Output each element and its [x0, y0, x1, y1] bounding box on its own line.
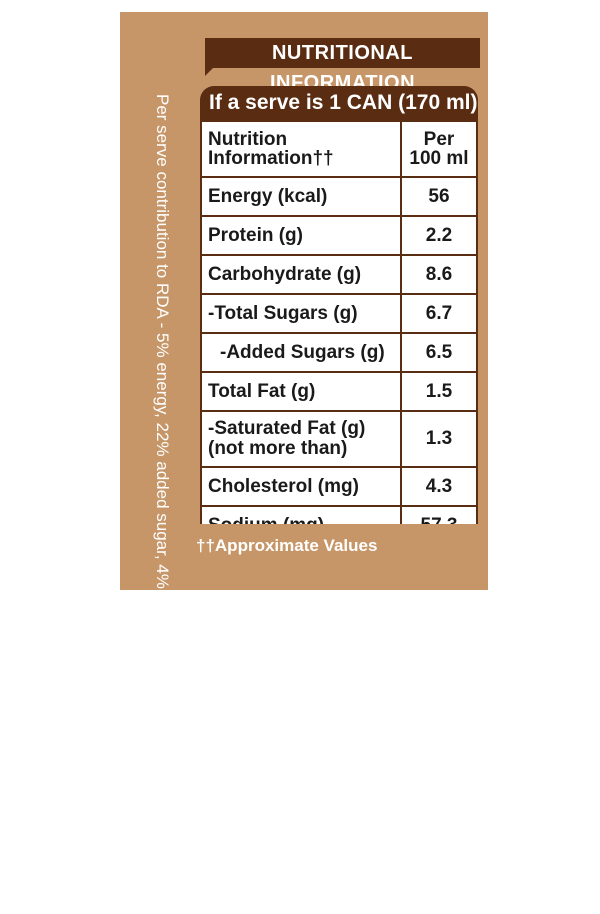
table-row: Carbohydrate (g) 8.6 — [200, 254, 478, 295]
row-label: Cholesterol (mg) — [200, 466, 402, 507]
row-label: -Total Sugars (g) — [200, 293, 402, 334]
row-value: 1.3 — [400, 410, 478, 468]
nutrition-table: Nutrition Information†† Per 100 ml Energ… — [200, 120, 478, 524]
row-label-line2: (not more than) — [208, 438, 348, 459]
row-label-line1: -Saturated Fat (g) — [208, 418, 366, 439]
nutrition-banner-title: NUTRITIONAL INFORMATION — [205, 38, 480, 94]
row-value: 56 — [400, 176, 478, 217]
banner-notch — [205, 68, 213, 76]
table-row: Energy (kcal) 56 — [200, 176, 478, 217]
table-row: -Added Sugars (g) 6.5 — [200, 332, 478, 373]
header-nutrient-line1: Nutrition — [208, 129, 288, 150]
row-value: 6.5 — [400, 332, 478, 373]
row-label: -Saturated Fat (g) (not more than) — [200, 410, 402, 468]
table-row: Sodium (mg) 57.3 — [200, 505, 478, 524]
row-label: Carbohydrate (g) — [200, 254, 402, 295]
table-header-row: Nutrition Information†† Per 100 ml — [200, 120, 478, 178]
approximate-values-footnote: ††Approximate Values — [196, 536, 378, 555]
row-value: 1.5 — [400, 371, 478, 412]
row-label: -Added Sugars (g) — [200, 332, 402, 373]
header-per-cell: Per 100 ml — [400, 120, 478, 178]
table-row: Total Fat (g) 1.5 — [200, 371, 478, 412]
row-value: 2.2 — [400, 215, 478, 256]
header-per-line2: 100 ml — [409, 148, 469, 169]
serve-size-bar: If a serve is 1 CAN (170 ml) — [200, 86, 478, 120]
header-nutrient-cell: Nutrition Information†† — [200, 120, 402, 178]
table-row: -Total Sugars (g) 6.7 — [200, 293, 478, 334]
table-row: Protein (g) 2.2 — [200, 215, 478, 256]
rda-side-note-text: Per serve contribution to RDA - 5% energ… — [153, 94, 172, 914]
row-label: Sodium (mg) — [200, 505, 402, 524]
row-value: 4.3 — [400, 466, 478, 507]
table-row: -Saturated Fat (g) (not more than) 1.3 — [200, 410, 478, 468]
nutrition-table-box: If a serve is 1 CAN (170 ml) Nutrition I… — [200, 86, 478, 524]
rda-side-note: Per serve contribution to RDA - 5% energ… — [150, 94, 172, 914]
header-nutrient-line2: Information†† — [208, 148, 334, 169]
row-value: 8.6 — [400, 254, 478, 295]
row-label: Total Fat (g) — [200, 371, 402, 412]
table-row: Cholesterol (mg) 4.3 — [200, 466, 478, 507]
row-value: 6.7 — [400, 293, 478, 334]
row-value: 57.3 — [400, 505, 478, 524]
row-label: Protein (g) — [200, 215, 402, 256]
row-label: Energy (kcal) — [200, 176, 402, 217]
header-per-line1: Per — [423, 129, 455, 150]
